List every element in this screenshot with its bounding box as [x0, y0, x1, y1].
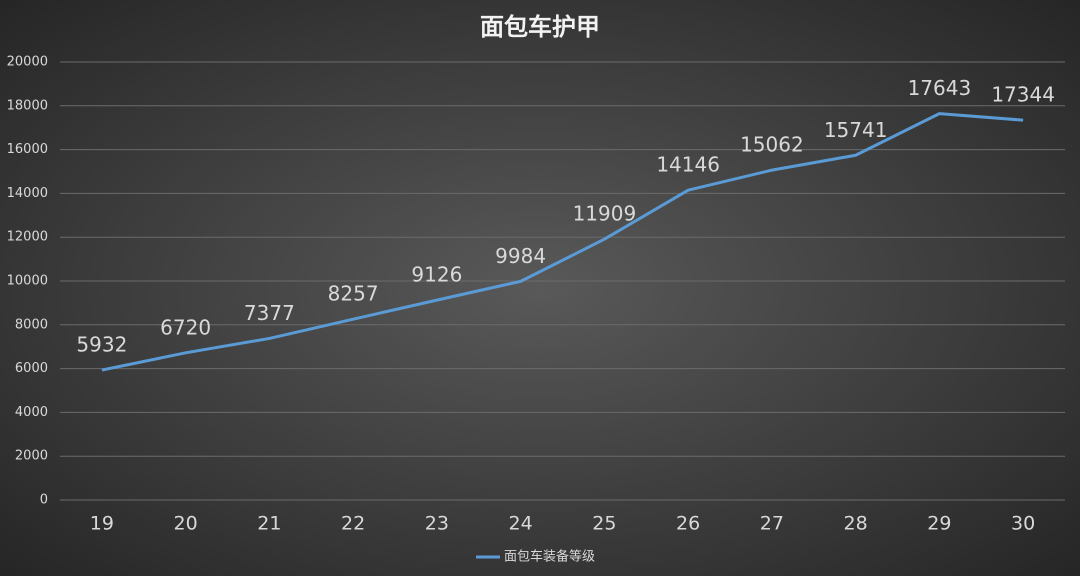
data-label: 5932: [76, 333, 127, 357]
data-label: 14146: [656, 153, 720, 177]
y-tick-label: 0: [40, 493, 48, 508]
x-tick-label: 22: [341, 513, 365, 535]
data-label: 17643: [908, 76, 972, 100]
y-tick-label: 18000: [7, 98, 48, 113]
y-tick-label: 2000: [15, 449, 48, 464]
y-tick-label: 10000: [7, 274, 48, 289]
x-tick-label: 24: [509, 513, 533, 535]
y-tick-label: 4000: [15, 405, 48, 420]
x-tick-label: 29: [927, 513, 951, 535]
data-label: 17344: [991, 83, 1055, 107]
chart-title: 面包车护甲: [480, 13, 600, 41]
data-label: 15062: [740, 133, 804, 157]
data-label: 9126: [411, 263, 462, 287]
x-tick-label: 20: [174, 513, 198, 535]
x-tick-label: 25: [592, 513, 616, 535]
y-tick-label: 14000: [7, 186, 48, 201]
legend-label: 面包车装备等级: [504, 549, 595, 565]
x-tick-label: 30: [1011, 513, 1035, 535]
data-label: 9984: [495, 244, 546, 268]
y-tick-label: 16000: [7, 142, 48, 157]
data-label: 11909: [573, 202, 637, 226]
x-tick-label: 27: [760, 513, 784, 535]
x-tick-label: 28: [844, 513, 868, 535]
x-tick-label: 26: [676, 513, 700, 535]
data-label: 15741: [824, 118, 888, 142]
y-tick-label: 12000: [7, 230, 48, 245]
data-label: 7377: [244, 301, 295, 325]
y-tick-label: 8000: [15, 317, 48, 332]
x-tick-label: 19: [90, 513, 114, 535]
y-tick-label: 6000: [15, 361, 48, 376]
y-tick-label: 20000: [7, 55, 48, 70]
x-tick-label: 23: [425, 513, 449, 535]
data-label: 6720: [160, 315, 211, 339]
data-label: 8257: [328, 282, 379, 306]
data-line: [101, 112, 1024, 372]
x-tick-label: 21: [257, 513, 281, 535]
